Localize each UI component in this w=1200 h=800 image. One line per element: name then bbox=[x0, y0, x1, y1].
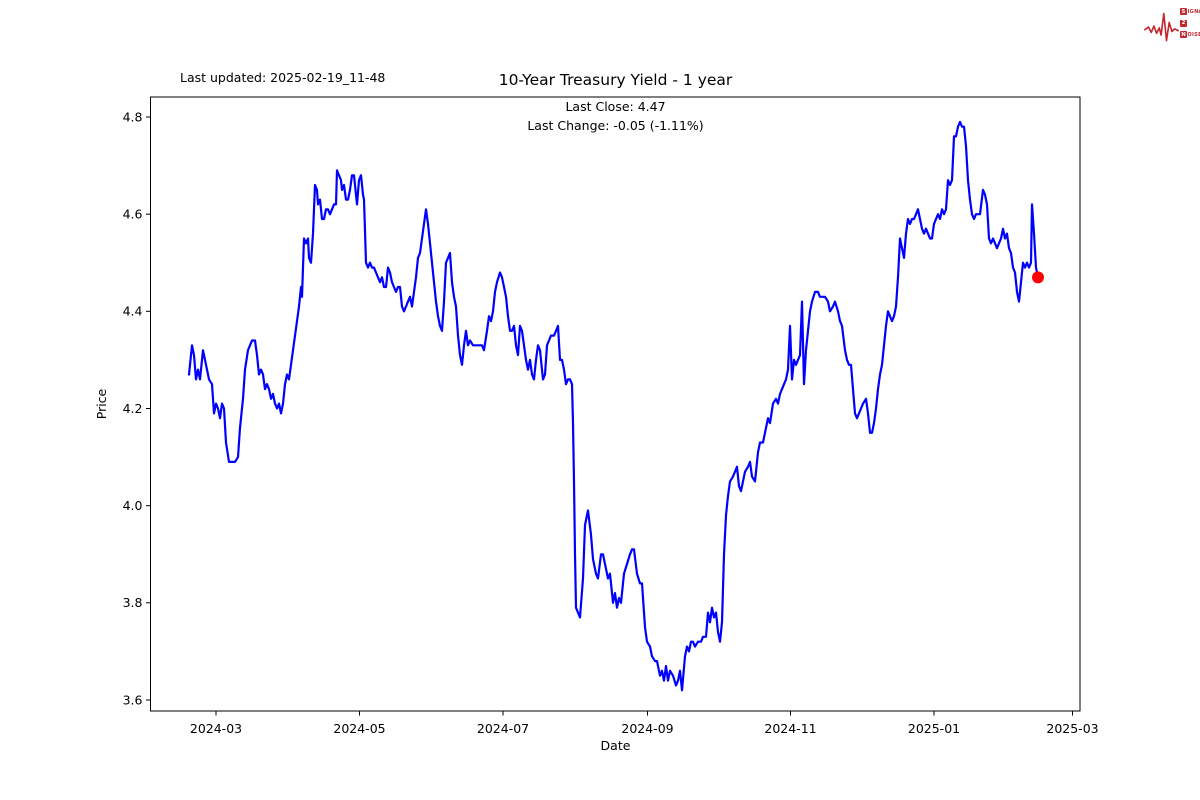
x-tick-label: 2024-05 bbox=[333, 721, 385, 736]
y-axis-label: Price bbox=[94, 388, 109, 420]
y-tick-label: 4.6 bbox=[123, 207, 143, 222]
waveform-icon bbox=[1144, 12, 1180, 42]
x-tick-label: 2024-07 bbox=[477, 721, 529, 736]
logo-box-letter: S bbox=[1180, 8, 1187, 16]
x-axis-label: Date bbox=[600, 738, 631, 753]
signal2noise-logo: SIGNAL2 NOISE bbox=[1144, 4, 1200, 50]
x-tick-label: 2024-03 bbox=[190, 721, 242, 736]
y-tick-label: 4.4 bbox=[123, 304, 143, 319]
logo-row: 2 bbox=[1180, 18, 1200, 30]
logo-box-letter: 2 bbox=[1180, 19, 1187, 27]
logo-rest-letters: IGNAL bbox=[1187, 8, 1200, 15]
last-close-text: Last Close: 4.47 bbox=[565, 99, 666, 114]
chart-title: 10-Year Treasury Yield - 1 year bbox=[498, 71, 733, 89]
y-tick-label: 4.0 bbox=[123, 498, 143, 513]
logo-rest-letters: OISE bbox=[1187, 31, 1200, 38]
logo-text: SIGNAL2 NOISE bbox=[1180, 6, 1200, 41]
logo-row: SIGNAL bbox=[1180, 6, 1200, 18]
y-tick-label: 4.2 bbox=[123, 401, 143, 416]
last-updated-text: Last updated: 2025-02-19_11-48 bbox=[180, 70, 386, 85]
y-tick-label: 4.8 bbox=[123, 109, 143, 124]
chart-subtitle: Last Close: 4.47 Last Change: -0.05 (-1.… bbox=[151, 98, 1080, 135]
x-tick-label: 2024-09 bbox=[621, 721, 673, 736]
plot-border bbox=[150, 96, 1081, 712]
x-tick-label: 2025-03 bbox=[1046, 721, 1098, 736]
logo-row: NOISE bbox=[1180, 29, 1200, 41]
yield-line-series bbox=[187, 120, 1040, 692]
last-close-marker bbox=[1032, 271, 1044, 284]
y-tick-label: 3.8 bbox=[123, 595, 143, 610]
x-tick-label: 2025-01 bbox=[908, 721, 960, 736]
last-change-text: Last Change: -0.05 (-1.11%) bbox=[527, 117, 704, 133]
logo-box-letter: N bbox=[1180, 31, 1187, 39]
y-tick-label: 3.6 bbox=[123, 692, 143, 707]
x-tick-label: 2024-11 bbox=[764, 721, 816, 736]
